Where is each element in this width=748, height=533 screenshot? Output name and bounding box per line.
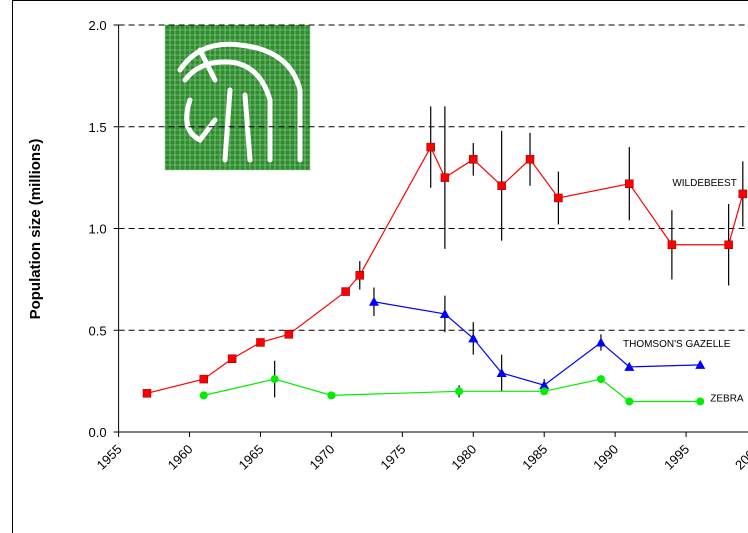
- point: [469, 155, 478, 164]
- point: [738, 189, 748, 199]
- point: [625, 397, 634, 406]
- y-tick-label: 0.5: [89, 323, 107, 338]
- x-tick-label: 1970: [306, 442, 337, 473]
- point: [455, 387, 464, 396]
- point: [256, 338, 265, 347]
- y-tick-label: 2.0: [89, 18, 107, 33]
- x-tick-label: 1995: [661, 442, 692, 473]
- series-label: THOMSON'S GAZELLE: [623, 339, 731, 350]
- point: [596, 375, 605, 384]
- x-tick-label: 2000: [732, 442, 748, 473]
- point: [497, 181, 506, 191]
- series-label: WILDEBEEST: [672, 178, 736, 189]
- x-tick-label: 1985: [519, 442, 550, 473]
- point: [696, 397, 705, 406]
- y-tick-label: 1.5: [89, 120, 107, 135]
- point: [496, 367, 507, 377]
- y-tick-label: 0.0: [89, 425, 107, 440]
- point: [539, 380, 550, 390]
- point: [341, 287, 350, 296]
- x-tick-label: 1960: [165, 442, 196, 473]
- point: [368, 296, 379, 306]
- x-tick-label: 1975: [377, 442, 408, 473]
- point: [595, 337, 606, 347]
- frame: [12, 0, 748, 533]
- point: [667, 240, 677, 250]
- y-tick-label: 1.0: [89, 222, 107, 237]
- point: [426, 142, 435, 152]
- point: [724, 240, 733, 250]
- point: [355, 271, 365, 280]
- point: [468, 333, 479, 343]
- point: [624, 361, 635, 371]
- point: [327, 391, 336, 400]
- point: [625, 179, 634, 188]
- y-axis-label: Population size (millions): [27, 139, 44, 320]
- series-line: [373, 301, 701, 386]
- point: [439, 308, 450, 318]
- x-tick-label: 1990: [590, 442, 621, 473]
- point: [270, 375, 279, 384]
- series-label: ZEBRA: [710, 393, 744, 404]
- point: [227, 354, 237, 363]
- point: [540, 387, 549, 396]
- series-line: [203, 378, 701, 403]
- x-tick-label: 1965: [236, 442, 267, 473]
- point: [142, 389, 152, 398]
- point: [284, 330, 294, 339]
- point: [199, 391, 208, 400]
- logo: [164, 24, 311, 171]
- x-tick-label: 1980: [448, 442, 479, 473]
- point: [525, 155, 535, 164]
- x-tick-label: 1955: [94, 442, 125, 473]
- point: [199, 374, 208, 384]
- point: [440, 173, 450, 182]
- point: [554, 193, 563, 203]
- point: [695, 359, 706, 369]
